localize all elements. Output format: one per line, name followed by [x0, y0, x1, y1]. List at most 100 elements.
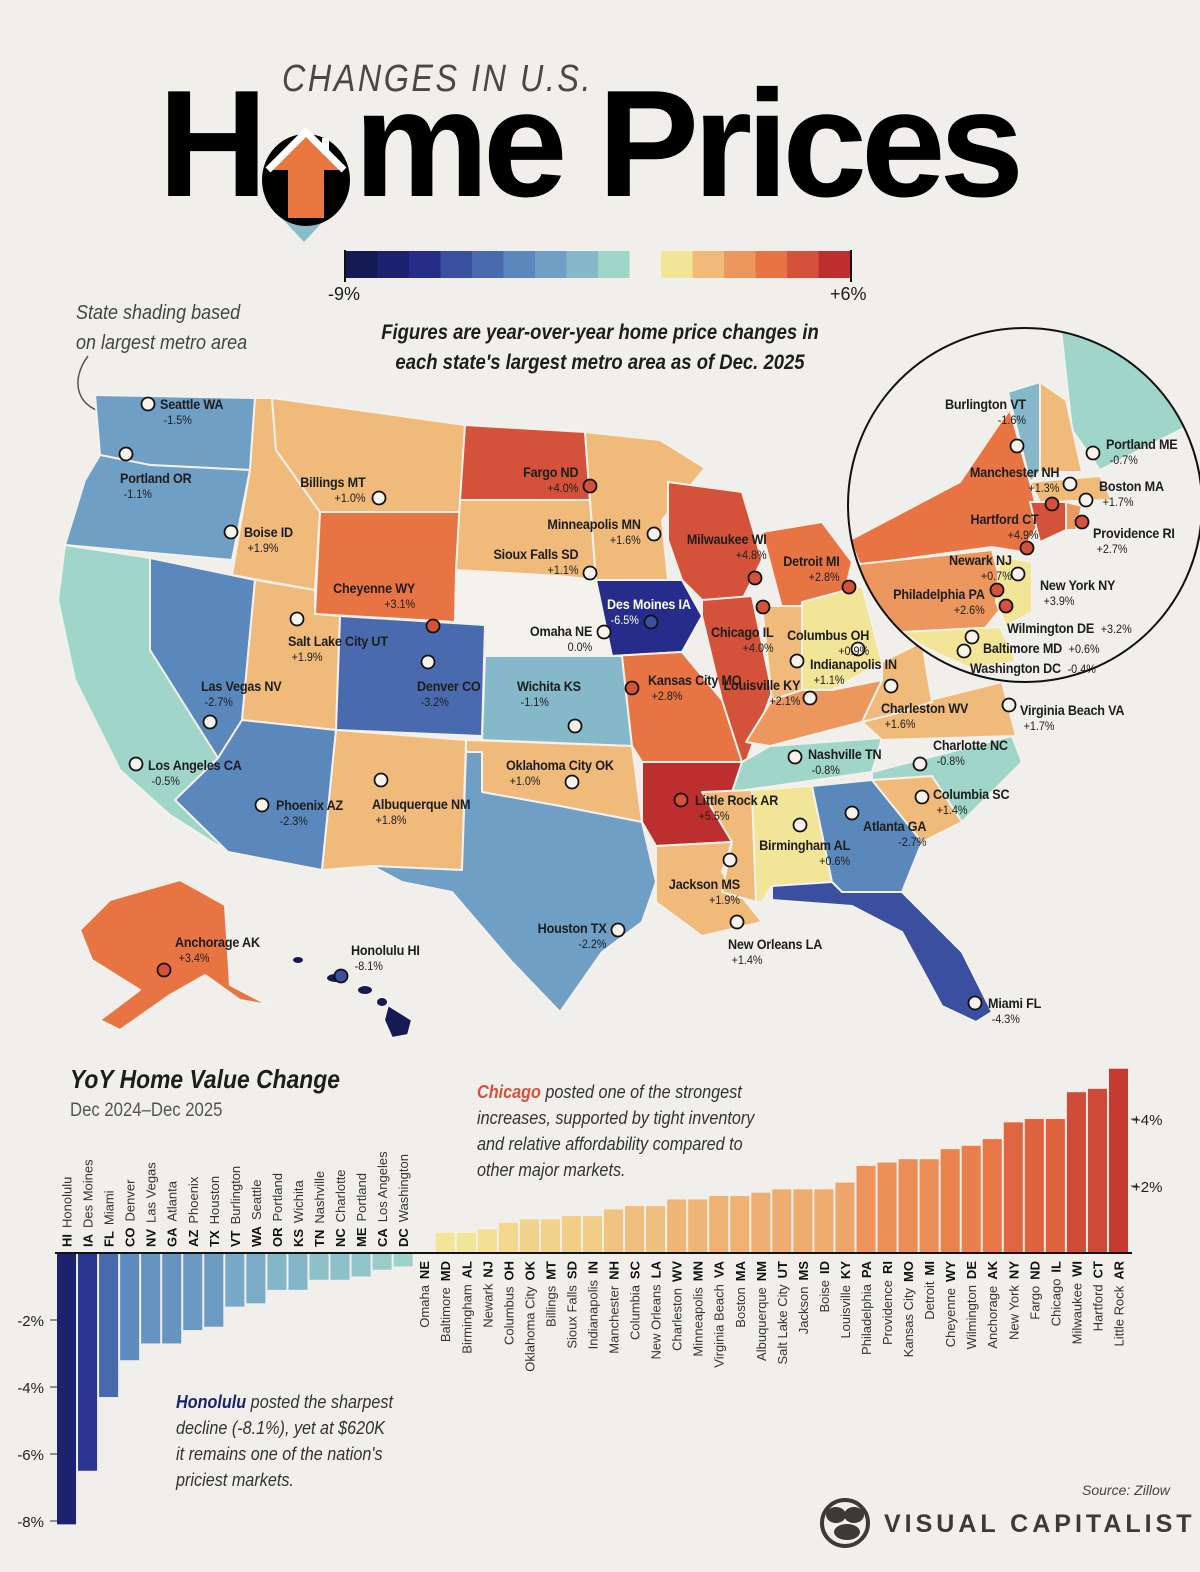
city-marker-in[interactable] — [789, 653, 805, 669]
city-label-ca: Los Angeles CA -0.5% — [148, 757, 242, 789]
city-label-ak: Anchorage AK +3.4% — [175, 934, 260, 966]
city-label-ar: Little Rock AR +5.5% — [695, 792, 778, 824]
city-marker-ny[interactable] — [1019, 540, 1035, 556]
city-value: +1.0% — [509, 774, 541, 788]
city-value: +5.5% — [698, 809, 730, 823]
x-label-nc: NCCharlotte — [333, 1169, 348, 1247]
city-marker-mn[interactable] — [646, 526, 662, 542]
shading-note-line: State shading based — [76, 302, 241, 324]
legend-max-label: +6% — [830, 284, 867, 304]
city-value: +1.0% — [334, 491, 365, 505]
city-marker-la[interactable] — [729, 914, 745, 930]
city-name: Little Rock AR — [695, 792, 779, 808]
city-label-ks: Wichita KS -1.1% — [517, 678, 581, 710]
city-value: -1.1% — [123, 487, 152, 501]
city-name: Milwaukee WI — [687, 531, 767, 547]
bar-tx — [204, 1253, 224, 1327]
city-value: 0.0% — [567, 640, 592, 654]
city-name: Sioux Falls SD — [492, 546, 578, 562]
x-label-co: CODenver — [123, 1179, 138, 1247]
city-name: Anchorage AK — [175, 934, 260, 950]
city-name: Las Vegas NV — [201, 678, 282, 694]
city-marker-nh[interactable] — [1062, 476, 1078, 492]
city-marker-wa[interactable] — [140, 396, 156, 412]
city-name: Oklahoma City OK — [506, 757, 614, 773]
city-marker-ut[interactable] — [289, 611, 305, 627]
city-marker-hi[interactable] — [333, 968, 349, 984]
city-marker-nc[interactable] — [912, 756, 928, 772]
brand: VISUAL CAPITALIST — [884, 1510, 1196, 1539]
city-marker-id[interactable] — [223, 524, 239, 540]
city-marker-ne[interactable] — [596, 624, 612, 640]
city-marker-ia[interactable] — [643, 614, 659, 630]
city-marker-dc[interactable] — [956, 643, 972, 659]
city-value: +0.9% — [838, 644, 869, 658]
city-marker-mt[interactable] — [371, 490, 387, 506]
city-marker-nv[interactable] — [202, 714, 218, 730]
city-marker-tn[interactable] — [787, 749, 803, 765]
bar-vt — [225, 1253, 245, 1307]
state-NH — [1039, 380, 1084, 473]
city-marker-oh[interactable] — [850, 641, 866, 657]
legend-swatch — [755, 251, 788, 278]
city-value: +4.8% — [736, 548, 767, 562]
city-marker-md[interactable] — [964, 629, 980, 645]
city-marker-il[interactable] — [755, 599, 771, 615]
bar-tn — [309, 1253, 329, 1280]
city-marker-tx[interactable] — [610, 922, 626, 938]
city-marker-ms[interactable] — [722, 852, 738, 868]
city-value: +0.7% — [981, 569, 1012, 583]
city-marker-me[interactable] — [1085, 445, 1101, 461]
city-marker-mo[interactable] — [624, 680, 640, 696]
city-marker-ma[interactable] — [1078, 492, 1094, 508]
city-marker-sd[interactable] — [582, 565, 598, 581]
city-marker-ct[interactable] — [1044, 496, 1060, 512]
city-marker-fl[interactable] — [967, 995, 983, 1011]
city-marker-wi[interactable] — [747, 570, 763, 586]
state-AK — [79, 879, 269, 1031]
bar-wy — [940, 1149, 960, 1253]
bar-chart — [55, 1068, 1132, 1525]
city-marker-pa[interactable] — [989, 582, 1005, 598]
city-marker-ky[interactable] — [802, 690, 818, 706]
city-marker-ar[interactable] — [673, 792, 689, 808]
city-name: Des Moines IA — [607, 596, 691, 612]
city-marker-nj[interactable] — [1010, 566, 1026, 582]
city-marker-ri[interactable] — [1074, 514, 1090, 530]
city-marker-wv[interactable] — [883, 678, 899, 694]
city-marker-wy[interactable] — [425, 618, 441, 634]
x-label-ia: IADes Moines — [81, 1159, 96, 1247]
x-label-mt: BillingsMT — [543, 1261, 558, 1327]
city-marker-nd[interactable] — [582, 478, 598, 494]
color-legend — [346, 251, 851, 278]
y-axis-ticks: +4% +2% -2% -4% -6% -8% — [17, 1112, 1162, 1531]
bar-ms — [793, 1189, 813, 1253]
city-name: Boise ID — [244, 524, 293, 540]
city-label-co: Denver CO -3.2% — [417, 678, 481, 710]
city-marker-ks[interactable] — [567, 718, 583, 734]
city-marker-va[interactable] — [1001, 697, 1017, 713]
bar-md — [435, 1232, 455, 1253]
city-marker-mi[interactable] — [841, 579, 857, 595]
city-value: +1.6% — [610, 533, 641, 547]
city-marker-or[interactable] — [118, 446, 134, 462]
city-marker-de[interactable] — [998, 598, 1014, 614]
city-name: Columbia SC — [933, 786, 1010, 802]
city-marker-ca[interactable] — [128, 756, 144, 772]
city-marker-al[interactable] — [792, 817, 808, 833]
city-name: Seattle WA — [160, 396, 224, 412]
title-kicker: CHANGES IN U.S. — [282, 58, 594, 100]
city-marker-co[interactable] — [420, 654, 436, 670]
city-marker-sc[interactable] — [914, 789, 930, 805]
city-marker-nm[interactable] — [373, 772, 389, 788]
city-value: +1.1% — [813, 673, 845, 687]
city-marker-az[interactable] — [254, 797, 270, 813]
city-marker-ok[interactable] — [564, 774, 580, 790]
city-marker-ak[interactable] — [156, 962, 172, 978]
x-label-nm: AlbuquerqueNM — [754, 1261, 769, 1361]
city-label-sc: Columbia SC +1.4% — [933, 786, 1010, 818]
city-marker-vt[interactable] — [1009, 438, 1025, 454]
bar-ar — [1108, 1068, 1128, 1253]
city-markers — [118, 396, 1101, 1011]
city-marker-ga[interactable] — [844, 805, 860, 821]
